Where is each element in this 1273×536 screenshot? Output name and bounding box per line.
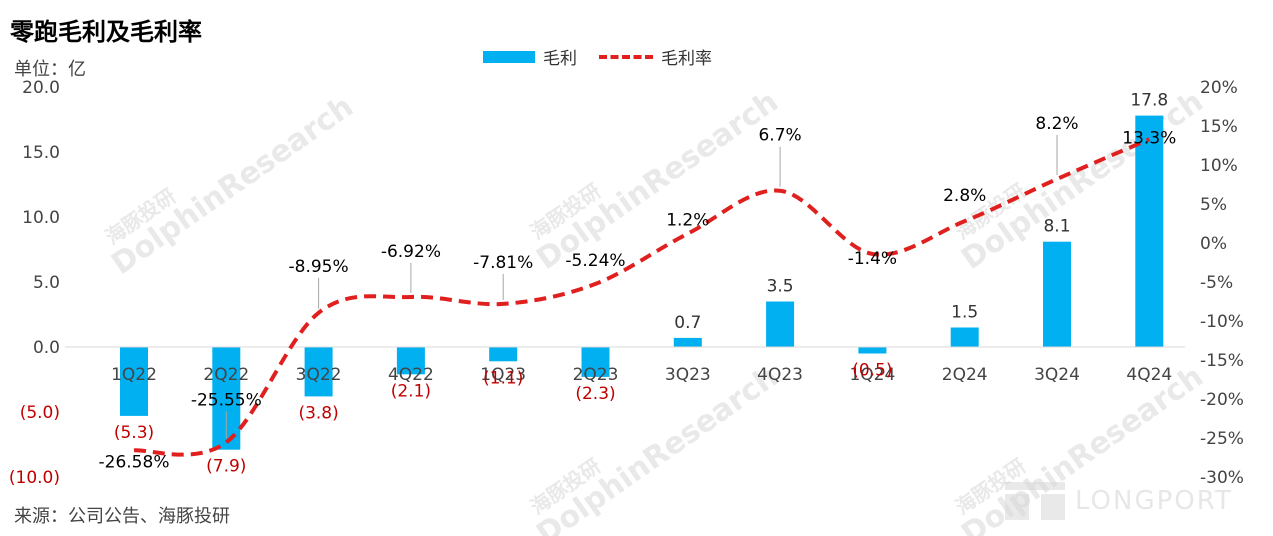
legend-line-swatch: [599, 54, 653, 59]
bar-label-3Q23: 0.7: [674, 313, 701, 333]
line-value-labels: -26.58% -25.55% -8.95% -6.92% -7.81% -5.24% 1.…: [99, 114, 1177, 472]
line-label-4Q22: -6.92%: [381, 242, 441, 262]
category-label-4Q23: 4Q23: [757, 365, 803, 385]
category-label-2Q22: 2Q22: [203, 365, 249, 385]
longport-logo-text: LONGPORT: [1075, 486, 1233, 516]
legend-bar-label: 毛利: [543, 49, 577, 69]
left-tick-label: 5.0: [33, 273, 60, 293]
watermark-en: DolphinResearch: [530, 84, 784, 277]
bar-3Q24: [1043, 241, 1071, 347]
line-label-1Q22: -26.58%: [99, 452, 170, 472]
bar-label-2Q23: (2.3): [575, 384, 615, 404]
right-tick-label: 5%: [1200, 195, 1227, 215]
category-label-2Q23: 2Q23: [573, 365, 619, 385]
legend-item-line: 毛利率: [599, 44, 712, 69]
category-label-1Q22: 1Q22: [111, 365, 157, 385]
line-label-3Q22: -8.95%: [289, 257, 349, 277]
bar-4Q23: [766, 301, 795, 347]
line-label-3Q24: 8.2%: [1035, 114, 1078, 134]
right-tick-label: -15%: [1200, 351, 1244, 371]
bar-value-labels: (5.3) (7.9) (3.8) (2.1) (1.1) (2.3) 0.7 3.5 (0.5…: [114, 91, 1168, 477]
left-tick-label: 0.0: [33, 338, 60, 358]
label-leaders: [225, 135, 1058, 439]
line-label-2Q23: -5.24%: [565, 251, 625, 271]
line-label-4Q24: 13.3%: [1122, 128, 1176, 148]
bar-2Q24: [950, 327, 979, 347]
bar-label-4Q22: (2.1): [391, 381, 431, 401]
bar-label-2Q22: (7.9): [206, 457, 246, 477]
bar-2Q23: [581, 347, 610, 377]
longport-logo-mark: [1005, 482, 1065, 520]
watermark-en: DolphinResearch: [955, 84, 1209, 277]
category-label-3Q24: 3Q24: [1034, 365, 1080, 385]
right-tick-label: -5%: [1200, 273, 1233, 293]
bar-label-2Q24: 1.5: [951, 303, 978, 323]
right-tick-label: 15%: [1200, 117, 1238, 137]
bar-label-1Q23: (1.1): [483, 368, 523, 388]
right-tick-label: -25%: [1200, 429, 1244, 449]
line-label-2Q22: -25.55%: [191, 390, 262, 410]
left-tick-label: 20.0: [22, 78, 60, 98]
bar-1Q23: [489, 347, 518, 362]
left-axis: (10.0) (5.0) 0.0 5.0 10.0 15.0 20.0: [9, 78, 60, 488]
legend: 毛利 毛利率: [483, 44, 734, 69]
right-tick-label: 10%: [1200, 156, 1238, 176]
source-note: 来源：公司公告、海豚投研: [14, 506, 230, 527]
line-label-1Q24: -1.4%: [848, 249, 897, 269]
bar-4Q22: [396, 347, 425, 375]
left-tick-label: 10.0: [22, 208, 60, 228]
category-label-1Q23: 1Q23: [480, 365, 526, 385]
right-tick-label: 0%: [1200, 234, 1227, 254]
legend-line-label: 毛利率: [661, 49, 712, 69]
category-label-2Q24: 2Q24: [942, 365, 988, 385]
right-tick-label: 20%: [1200, 78, 1238, 98]
chart-title: 零跑毛利及毛利率: [10, 18, 202, 46]
bar-label-1Q22: (5.3): [114, 423, 154, 443]
longport-logo: LONGPORT: [1005, 482, 1233, 520]
bar-label-3Q24: 8.1: [1043, 217, 1070, 237]
margin-line: [133, 137, 1151, 457]
legend-bar-swatch: [483, 50, 535, 63]
category-label-1Q24: 1Q24: [849, 365, 895, 385]
bar-3Q23: [673, 337, 702, 347]
category-label-4Q24: 4Q24: [1126, 365, 1172, 385]
bar-label-4Q24: 17.8: [1130, 91, 1168, 111]
bar-series: [120, 115, 1164, 450]
line-label-3Q23: 1.2%: [666, 211, 709, 231]
unit-label: 单位：亿: [14, 59, 86, 80]
category-label-3Q23: 3Q23: [665, 365, 711, 385]
watermark-en: DolphinResearch: [530, 359, 784, 536]
watermark-en: DolphinResearch: [105, 89, 359, 282]
line-label-4Q23: 6.7%: [758, 126, 801, 146]
category-label-4Q22: 4Q22: [388, 365, 434, 385]
left-tick-label: 15.0: [22, 143, 60, 163]
right-axis: -30% -25% -20% -15% -10% -5% 0% 5% 10% 15% 20%: [1200, 78, 1244, 488]
line-label-1Q23: -7.81%: [473, 253, 533, 273]
bar-1Q24: [858, 347, 887, 354]
bar-label-1Q24: (0.5): [852, 361, 892, 381]
legend-item-bar: 毛利: [483, 44, 577, 69]
right-tick-label: -10%: [1200, 312, 1244, 332]
bar-label-3Q22: (3.8): [298, 403, 338, 423]
right-tick-label: -20%: [1200, 390, 1244, 410]
category-labels: 1Q22 2Q22 3Q22 4Q22 1Q23 2Q23 3Q23 4Q23 1Q24 2Q24…: [111, 365, 1172, 385]
bar-3Q22: [304, 347, 333, 397]
bar-4Q24: [1135, 115, 1164, 347]
category-label-3Q22: 3Q22: [296, 365, 342, 385]
right-tick-label: -30%: [1200, 468, 1244, 488]
left-tick-label: (5.0): [20, 403, 60, 423]
bar-label-4Q23: 3.5: [767, 277, 794, 297]
line-label-2Q24: 2.8%: [943, 186, 986, 206]
left-tick-label: (10.0): [9, 468, 60, 488]
bar-1Q22: [120, 347, 148, 416]
